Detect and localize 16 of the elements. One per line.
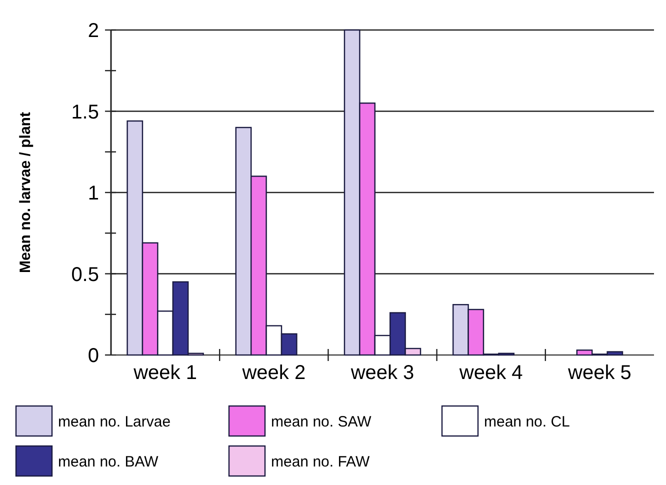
x-tick-label: week 5 <box>567 362 632 384</box>
y-tick-label: 1 <box>88 182 99 204</box>
legend-label: mean no. FAW <box>271 453 370 470</box>
legend-label: mean no. Larvae <box>58 413 171 430</box>
x-tick-label: week 4 <box>458 362 523 384</box>
x-tick-label: week 1 <box>132 362 197 384</box>
legend-label: mean no. SAW <box>271 413 372 430</box>
x-tick-label: week 3 <box>350 362 414 384</box>
y-tick-label: 0.5 <box>71 264 99 286</box>
legend-label: mean no. CL <box>484 413 570 430</box>
y-axis-title: Mean no. larvae / plant <box>17 112 34 273</box>
y-tick-label: 2 <box>88 20 99 42</box>
y-tick-label: 0 <box>88 345 99 367</box>
y-tick-label: 1.5 <box>71 101 99 124</box>
x-tick-label: week 2 <box>241 362 306 384</box>
legend-label: mean no. BAW <box>58 453 160 470</box>
